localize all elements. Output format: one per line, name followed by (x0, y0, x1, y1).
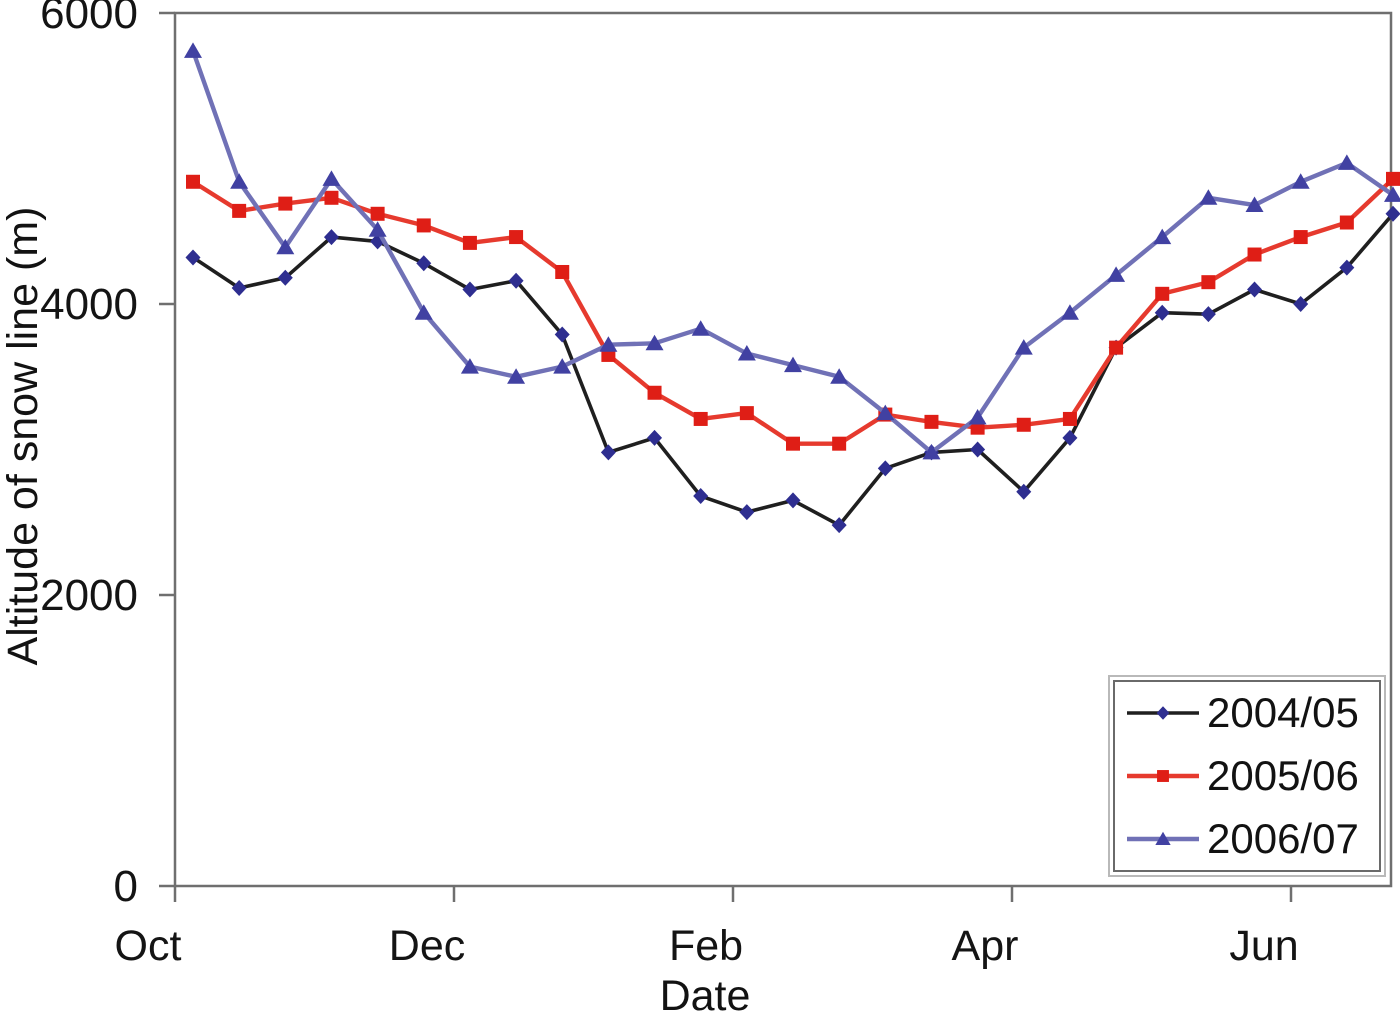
y-tick-label: 2000 (40, 571, 138, 620)
series-markers-2006-07 (184, 42, 1400, 460)
legend-row-2004-05: 2004/05 (1125, 689, 1379, 737)
plot-border (173, 11, 1393, 888)
y-tick-label: 6000 (40, 0, 138, 38)
x-tick-label: Dec (389, 922, 465, 970)
x-tick-label: Apr (952, 922, 1019, 970)
legend-sample-diamond-icon (1127, 706, 1199, 721)
legend-label: 2006/07 (1207, 814, 1359, 862)
legend-box: 2004/05 2005/06 2006/07 (1108, 675, 1386, 877)
x-tick-label: Oct (115, 922, 182, 970)
series-markers-2004-05 (185, 205, 1400, 534)
legend-label: 2005/06 (1207, 751, 1359, 799)
x-tick-label: Jun (1229, 922, 1298, 970)
series-line-2006-07 (190, 50, 1395, 455)
legend-row-2005-06: 2005/06 (1125, 752, 1379, 800)
series-markers-2005-06 (186, 171, 1400, 451)
x-axis-title: Date (659, 972, 751, 1020)
legend-row-2006-07: 2006/07 (1125, 815, 1379, 863)
x-tick-label: Feb (669, 922, 743, 970)
legend-sample-triangle-icon (1127, 831, 1199, 845)
legend-label: 2004/05 (1207, 689, 1359, 737)
y-tick-label: 0 (114, 862, 138, 911)
y-tick-label: 4000 (40, 280, 138, 329)
legend-inner-border: 2004/05 2005/06 2006/07 (1113, 680, 1381, 872)
y-axis-title: Altitude of snow line (m) (0, 206, 47, 666)
legend-sample-square-icon (1127, 770, 1199, 782)
